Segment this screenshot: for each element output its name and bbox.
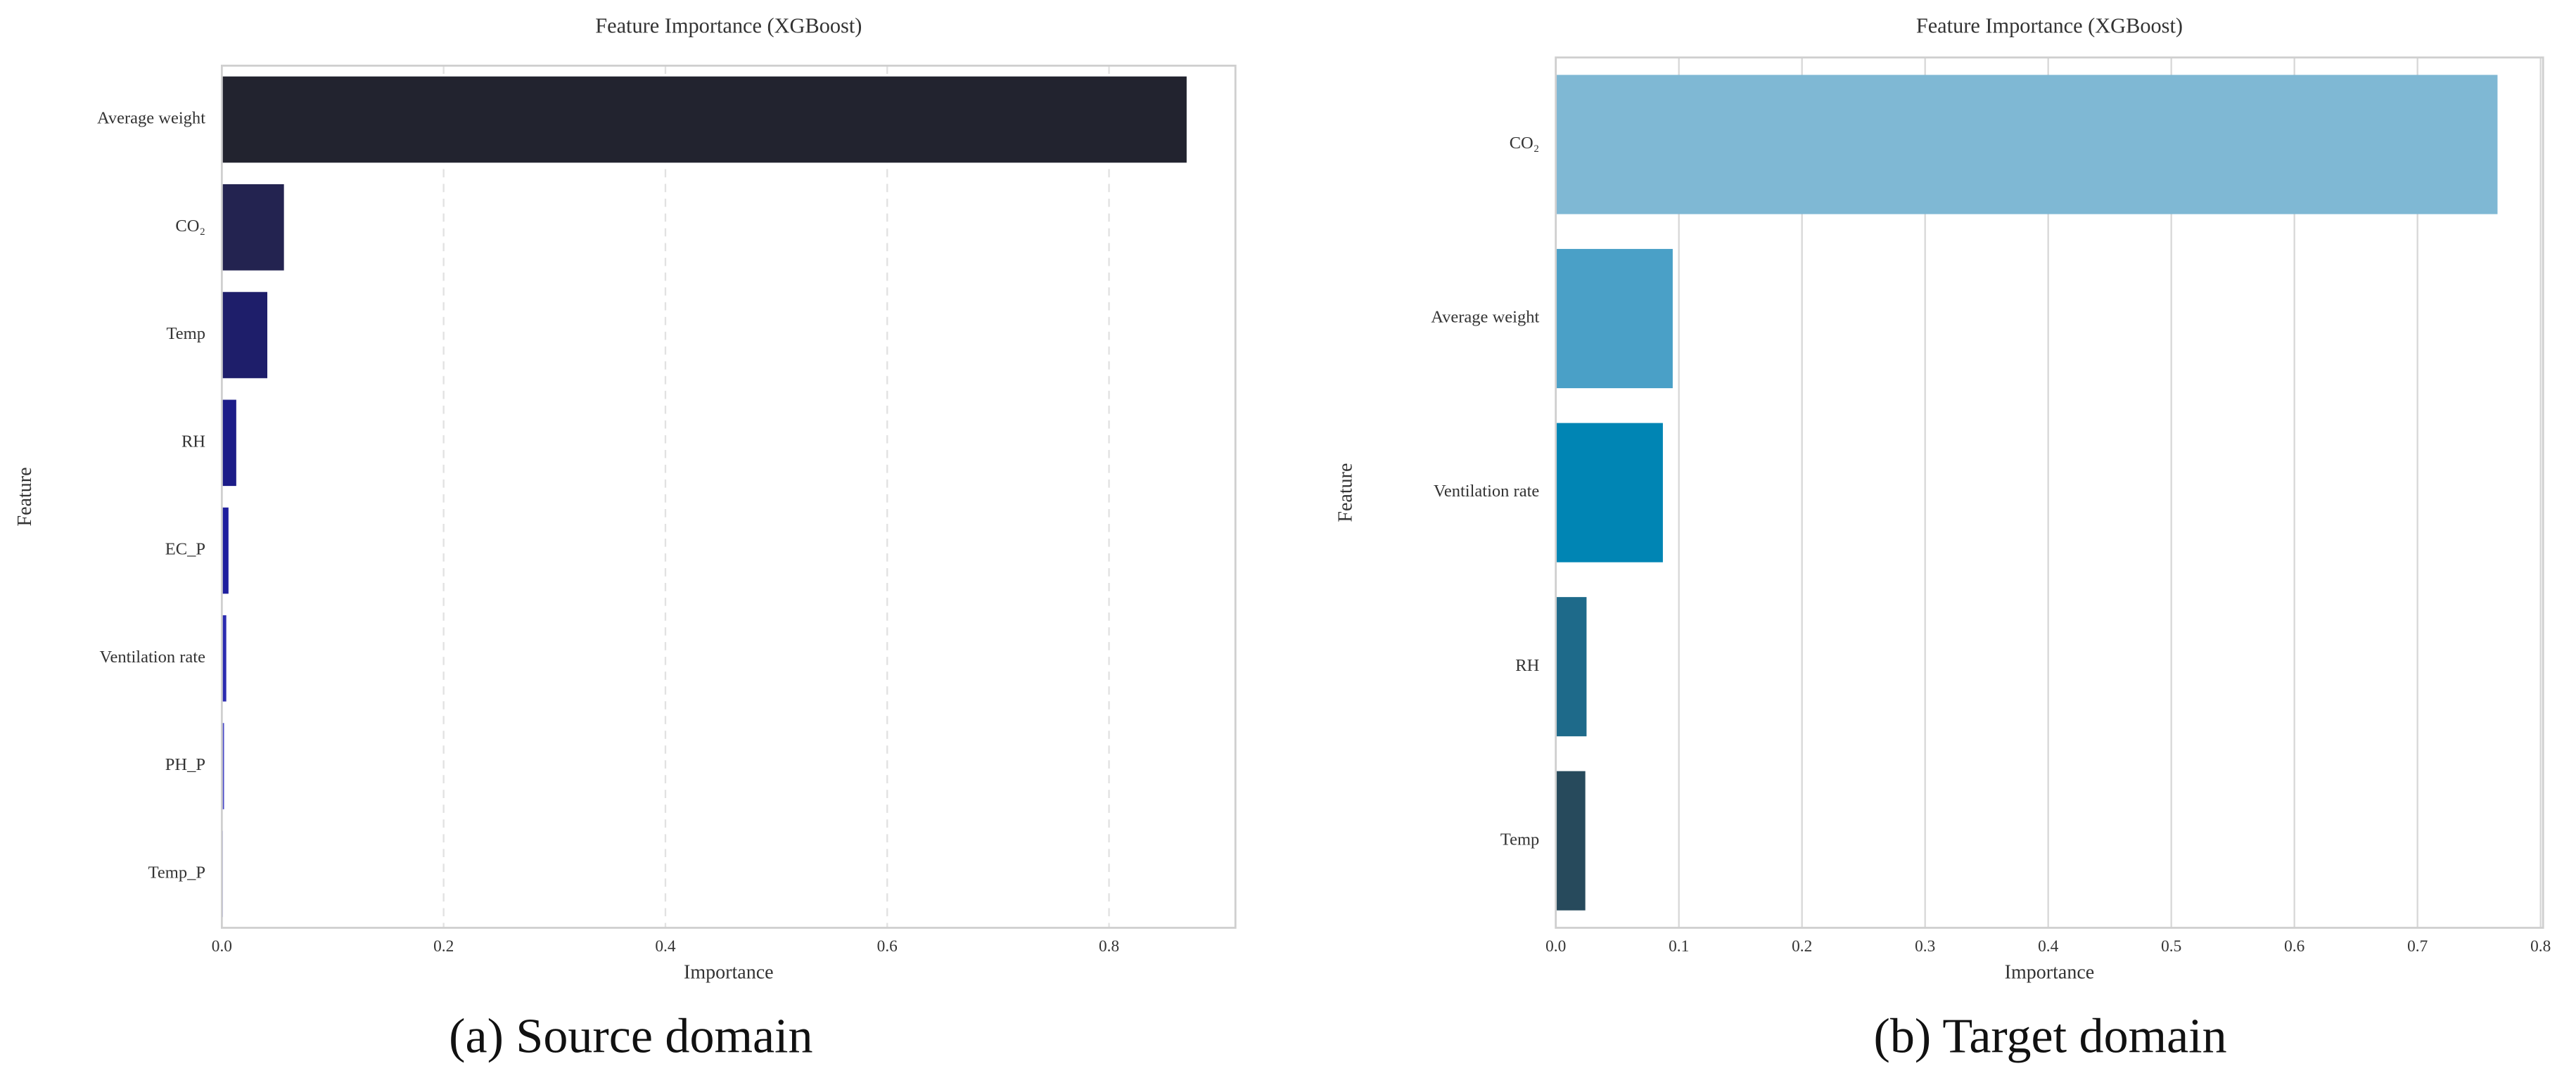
x-tick-label: 0.2 — [433, 937, 454, 956]
bar — [222, 76, 1187, 163]
x-tick-label: 0.5 — [2161, 937, 2181, 956]
y-tick-label: CO₂ — [1510, 134, 1540, 153]
x-axis-label: Importance — [2005, 961, 2095, 983]
y-tick-label: Temp — [167, 324, 205, 343]
x-tick-label: 0.2 — [1792, 937, 1812, 956]
x-tick-label: 0.3 — [1915, 937, 1935, 956]
x-tick-label: 0.0 — [1545, 937, 1566, 956]
x-tick-label: 0.6 — [2284, 937, 2304, 956]
y-axis-label: Feature — [1335, 463, 1357, 522]
x-tick-label: 0.1 — [1669, 937, 1689, 956]
bar — [222, 507, 229, 594]
y-tick-label: Temp — [1500, 830, 1539, 849]
y-tick-label: Average weight — [97, 109, 205, 128]
y-tick-label: Temp_P — [148, 863, 205, 882]
y-tick-label: CO₂ — [175, 217, 205, 236]
bar — [222, 399, 236, 487]
x-tick-label: 0.6 — [877, 937, 898, 956]
y-tick-label: RH — [181, 432, 205, 451]
x-tick-label: 0.7 — [2407, 937, 2428, 956]
bar — [1555, 249, 1673, 389]
y-tick-label: Ventilation rate — [1434, 482, 1540, 501]
bar — [222, 184, 284, 271]
bar — [1555, 771, 1586, 911]
x-tick-label: 0.4 — [655, 937, 676, 956]
x-axis-label: Importance — [684, 961, 774, 983]
caption: (b) Target domain — [1874, 1010, 2227, 1064]
plot-frame — [1555, 56, 2544, 929]
y-tick-label: EC_P — [165, 540, 205, 559]
bar — [1555, 75, 2498, 214]
chart-title: Feature Importance (XGBoost) — [1916, 14, 2183, 38]
bar — [1555, 597, 1587, 737]
bar — [222, 723, 224, 809]
y-tick-label: RH — [1515, 656, 1539, 675]
y-axis-label: Feature — [14, 467, 36, 526]
chart-title: Feature Importance (XGBoost) — [595, 14, 862, 38]
y-tick-label: Ventilation rate — [100, 648, 206, 667]
x-tick-label: 0.4 — [2038, 937, 2059, 956]
bar — [1555, 423, 1663, 563]
bar — [222, 292, 268, 378]
x-tick-label: 0.8 — [2530, 937, 2551, 956]
plot-frame — [220, 65, 1237, 929]
x-tick-label: 0.0 — [212, 937, 232, 956]
bar — [222, 615, 227, 702]
y-tick-label: PH_P — [165, 755, 205, 774]
y-tick-label: Average weight — [1431, 308, 1539, 327]
x-tick-label: 0.8 — [1099, 937, 1119, 956]
caption: (a) Source domain — [449, 1010, 812, 1064]
